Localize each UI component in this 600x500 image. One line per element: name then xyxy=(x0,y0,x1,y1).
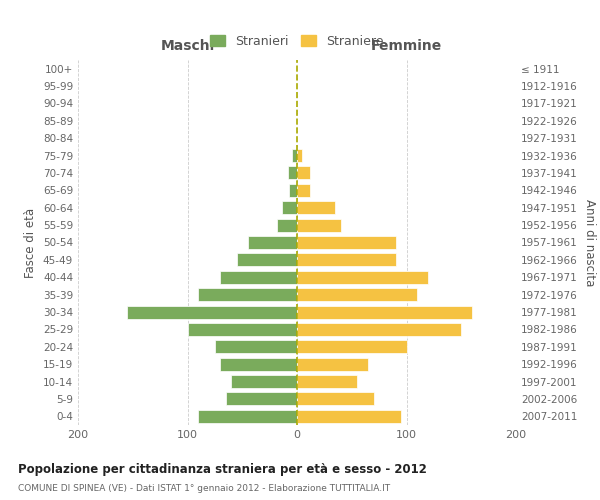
Bar xyxy=(127,306,297,318)
Bar xyxy=(297,323,461,336)
Legend: Stranieri, Straniere: Stranieri, Straniere xyxy=(205,30,389,52)
Bar xyxy=(297,340,407,353)
Bar xyxy=(297,410,401,423)
Text: Femmine: Femmine xyxy=(371,38,442,52)
Bar xyxy=(297,201,335,214)
Bar xyxy=(297,270,428,284)
Text: Maschi: Maschi xyxy=(160,38,215,52)
Bar xyxy=(199,410,297,423)
Bar xyxy=(297,166,310,179)
Y-axis label: Anni di nascita: Anni di nascita xyxy=(583,199,596,286)
Bar xyxy=(297,184,310,197)
Bar xyxy=(215,340,297,353)
Text: Popolazione per cittadinanza straniera per età e sesso - 2012: Popolazione per cittadinanza straniera p… xyxy=(18,462,427,475)
Text: COMUNE DI SPINEA (VE) - Dati ISTAT 1° gennaio 2012 - Elaborazione TUTTITALIA.IT: COMUNE DI SPINEA (VE) - Dati ISTAT 1° ge… xyxy=(18,484,390,493)
Bar xyxy=(297,306,472,318)
Bar xyxy=(297,236,395,249)
Bar xyxy=(288,166,297,179)
Bar xyxy=(199,288,297,301)
Bar xyxy=(297,358,368,370)
Bar xyxy=(237,254,297,266)
Bar xyxy=(297,288,418,301)
Bar xyxy=(281,201,297,214)
Bar xyxy=(248,236,297,249)
Bar xyxy=(226,392,297,406)
Bar xyxy=(297,254,395,266)
Bar xyxy=(297,149,302,162)
Bar xyxy=(297,392,374,406)
Bar xyxy=(277,218,297,232)
Bar xyxy=(187,323,297,336)
Bar xyxy=(297,375,357,388)
Bar xyxy=(220,358,297,370)
Bar xyxy=(232,375,297,388)
Bar xyxy=(220,270,297,284)
Bar xyxy=(292,149,297,162)
Bar xyxy=(297,218,341,232)
Bar xyxy=(289,184,297,197)
Y-axis label: Fasce di età: Fasce di età xyxy=(25,208,37,278)
